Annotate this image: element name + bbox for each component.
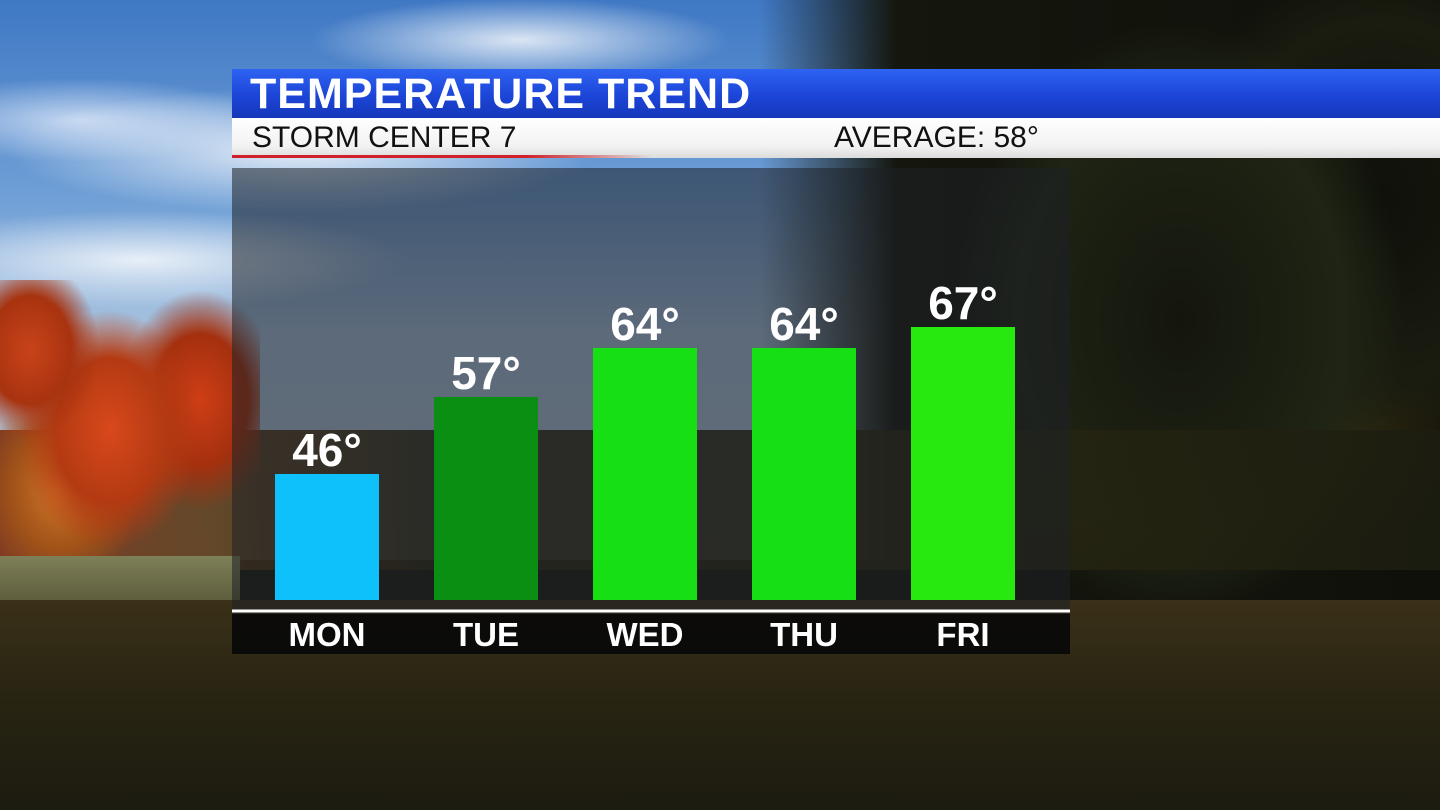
x-axis-band	[232, 614, 1070, 654]
bar-thu	[752, 348, 856, 600]
bars-group	[275, 327, 1015, 600]
bar-tue	[434, 397, 538, 600]
red-accent-rule	[232, 155, 652, 158]
tick-label-wed: WED	[607, 616, 684, 653]
bar-value-label-fri: 67°	[928, 277, 998, 329]
page-title: TEMPERATURE TREND	[250, 70, 752, 118]
tick-label-tue: TUE	[453, 616, 519, 653]
bar-fri	[911, 327, 1015, 600]
bar-mon	[275, 474, 379, 600]
value-labels-group: 46° 57° 64° 64° 67°	[292, 277, 998, 476]
title-banner: TEMPERATURE TREND	[232, 69, 1440, 118]
bar-wed	[593, 348, 697, 600]
bar-value-label-wed: 64°	[610, 298, 680, 350]
red-autumn-trees	[0, 280, 260, 580]
bar-value-label-tue: 57°	[451, 347, 521, 399]
tick-label-thu: THU	[770, 616, 838, 653]
bar-value-label-thu: 64°	[769, 298, 839, 350]
tick-label-fri: FRI	[936, 616, 989, 653]
subtitle-banner: STORM CENTER 7 AVERAGE: 58°	[232, 118, 1440, 158]
station-label: STORM CENTER 7	[252, 121, 517, 154]
chart-panel: 46° 57° 64° 64° 67° MON TUE WED THU FRI	[232, 168, 1070, 654]
grass-bank	[0, 556, 240, 602]
bar-value-label-mon: 46°	[292, 424, 362, 476]
temperature-bar-chart: 46° 57° 64° 64° 67° MON TUE WED THU FRI	[232, 277, 1070, 653]
tick-label-mon: MON	[289, 616, 366, 653]
average-temperature-label: AVERAGE: 58°	[834, 121, 1039, 154]
tick-labels-group: MON TUE WED THU FRI	[289, 616, 990, 653]
